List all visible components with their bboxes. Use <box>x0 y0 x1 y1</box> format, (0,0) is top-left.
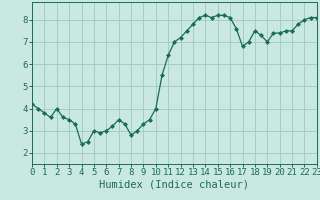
X-axis label: Humidex (Indice chaleur): Humidex (Indice chaleur) <box>100 180 249 190</box>
